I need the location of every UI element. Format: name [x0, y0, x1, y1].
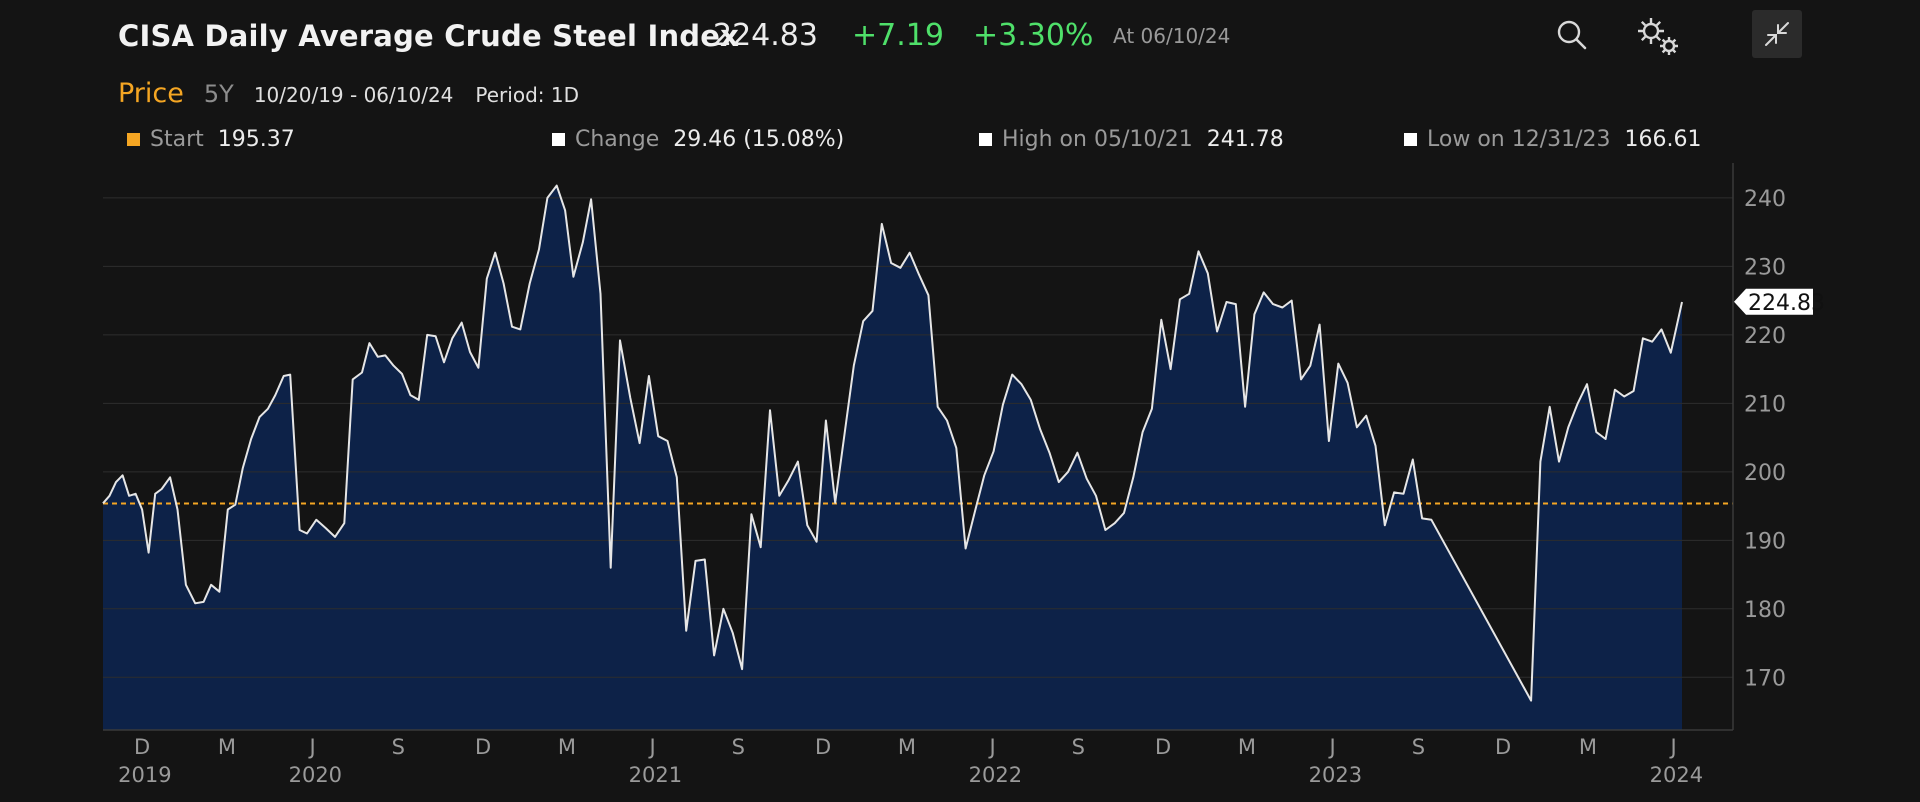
chart-title: CISA Daily Average Crude Steel Index — [118, 19, 740, 53]
x-tick-label: M — [1579, 735, 1597, 759]
period-selector[interactable]: Period: 1D — [475, 83, 579, 107]
price-subheader: Price 5Y 10/20/19 - 06/10/24 Period: 1D — [118, 78, 579, 112]
stat-label: Change — [575, 126, 660, 152]
as-of-date: At 06/10/24 — [1113, 24, 1231, 48]
x-tick-label: S — [1072, 735, 1085, 759]
x-year-label: 2019 — [118, 763, 171, 787]
x-year-label: 2022 — [969, 763, 1022, 787]
date-range: 10/20/19 - 06/10/24 — [253, 83, 454, 107]
legend-swatch-low — [1404, 132, 1417, 146]
stat-low: Low on 12/31/23 166.61 — [1404, 124, 1702, 154]
x-tick-label: S — [1412, 735, 1425, 759]
stat-label: Low on 12/31/23 — [1427, 126, 1611, 152]
net-change: +7.19 — [852, 18, 944, 53]
y-tick-label: 220 — [1744, 324, 1786, 349]
chart-title-row: CISA Daily Average Crude Steel Index — [118, 14, 739, 58]
x-year-label: 2020 — [289, 763, 342, 787]
price-chart[interactable]: 170 180 190 200 210 220 230 240 224.83 D 2019 M J 202… — [0, 160, 1920, 802]
x-tick-label: D — [475, 735, 491, 759]
stat-label: Start — [150, 126, 204, 152]
range-selector[interactable]: 5Y — [203, 80, 234, 108]
last-price: 224.83 — [713, 18, 818, 53]
stat-high: High on 05/10/21 241.78 — [979, 124, 1284, 154]
x-tick-label: M — [898, 735, 916, 759]
price-line — [102, 184, 1683, 702]
y-tick-label: 190 — [1744, 529, 1786, 554]
stat-start: Start 195.37 — [127, 124, 295, 154]
x-tick-label: J — [988, 735, 996, 759]
x-tick-label: J — [308, 735, 316, 759]
x-tick-label: D — [815, 735, 831, 759]
stat-value: 29.46 (15.08%) — [673, 126, 845, 152]
stat-label: High on 05/10/21 — [1002, 126, 1193, 152]
price-tab[interactable]: Price — [118, 78, 184, 109]
search-icon — [1557, 20, 1587, 50]
y-tick-label: 200 — [1744, 461, 1786, 486]
y-tick-label: 170 — [1744, 666, 1786, 691]
y-tick-label: 240 — [1744, 187, 1786, 212]
stat-value: 166.61 — [1624, 126, 1702, 152]
legend-swatch-high — [979, 132, 992, 146]
x-tick-label: D — [1495, 735, 1511, 759]
minimize-button[interactable] — [1752, 10, 1802, 58]
x-year-label: 2024 — [1650, 763, 1703, 787]
stat-value: 195.37 — [217, 126, 295, 152]
x-tick-label: M — [1238, 735, 1256, 759]
y-tick-label: 180 — [1744, 598, 1786, 623]
price-area — [103, 185, 1682, 731]
x-tick-label: D — [134, 735, 150, 759]
y-tick-label: 210 — [1744, 392, 1786, 417]
x-tick-label: S — [392, 735, 405, 759]
percent-change: +3.30% — [973, 18, 1094, 53]
search-button[interactable] — [1547, 12, 1597, 60]
gear-icon — [1638, 18, 1678, 55]
x-tick-label: M — [218, 735, 236, 759]
x-tick-label: J — [648, 735, 656, 759]
x-tick-label: D — [1155, 735, 1171, 759]
x-year-label: 2023 — [1309, 763, 1362, 787]
x-year-label: 2021 — [629, 763, 682, 787]
last-value-tag — [1734, 288, 1813, 315]
settings-button[interactable] — [1633, 12, 1683, 60]
stat-change: Change 29.46 (15.08%) — [552, 124, 844, 154]
stat-value: 241.78 — [1206, 126, 1284, 152]
legend-swatch-start — [127, 132, 140, 146]
legend-swatch-change — [552, 132, 565, 146]
x-tick-label: S — [732, 735, 745, 759]
x-tick-label: J — [1669, 735, 1677, 759]
last-value-label: 224.83 — [1748, 291, 1825, 316]
y-tick-label: 230 — [1744, 255, 1786, 280]
x-tick-label: M — [558, 735, 576, 759]
x-tick-label: J — [1328, 735, 1336, 759]
minimize-icon — [1765, 22, 1789, 46]
